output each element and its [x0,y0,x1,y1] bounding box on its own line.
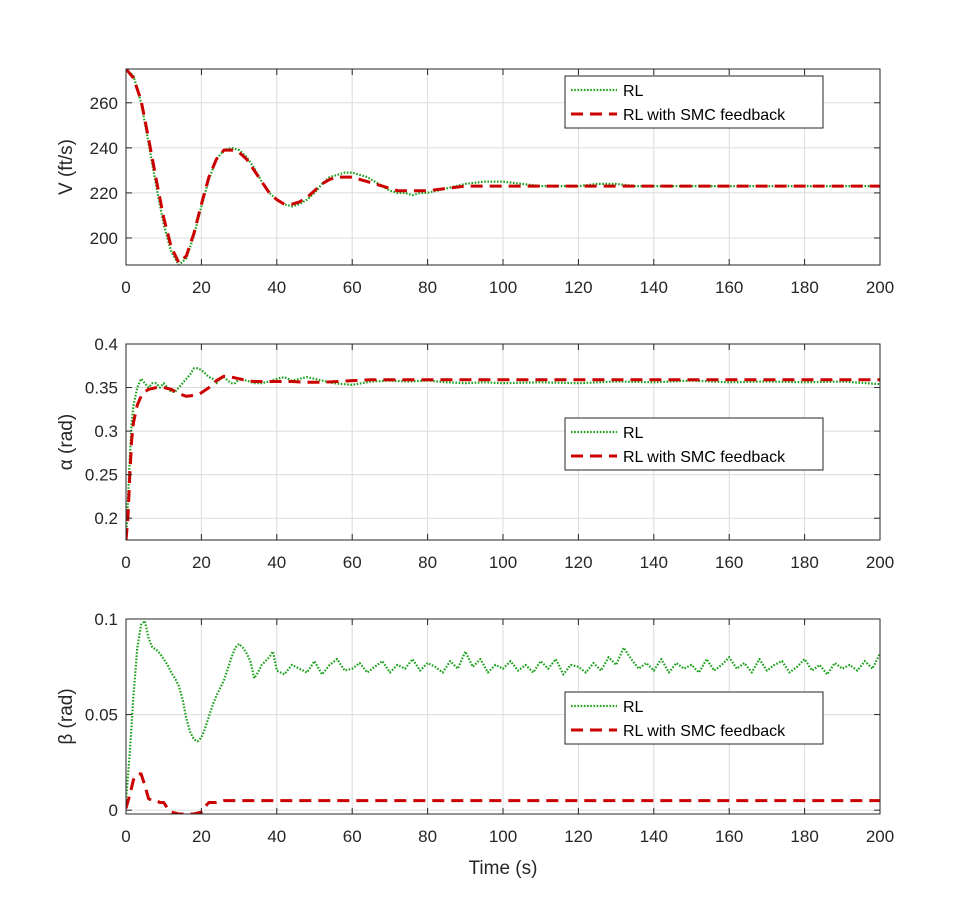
legend-label: RL with SMC feedback [623,449,786,466]
y-tick-label: 220 [90,184,118,203]
series-line-rl [126,367,880,540]
x-tick-label: 200 [866,278,894,297]
legend-label: RL [623,425,644,442]
x-tick-label: 180 [790,553,818,572]
y-tick-label: 200 [90,229,118,248]
x-tick-label: 160 [715,553,743,572]
series-line-rl-smc [126,69,880,265]
legend-box [564,75,824,129]
x-axis-label: Time (s) [469,858,538,879]
series-group [126,619,880,814]
series-line-rl [126,619,880,801]
x-tick-label: 100 [489,553,517,572]
x-tick-label: 120 [564,278,592,297]
x-tick-label: 180 [790,827,818,846]
x-tick-label: 140 [640,278,668,297]
x-tick-label: 20 [192,553,211,572]
y-tick-label: 0.25 [85,466,118,485]
y-tick-label: 0.2 [94,509,118,528]
y-tick-label: 260 [90,94,118,113]
x-tick-label: 20 [192,827,211,846]
legend-label: RL [623,83,644,100]
y-axis-label: β (rad) [56,688,77,744]
x-tick-label: 0 [121,278,130,297]
y-tick-label: 0.35 [85,379,118,398]
x-tick-label: 100 [489,827,517,846]
x-tick-label: 140 [640,553,668,572]
x-tick-label: 160 [715,278,743,297]
x-tick-label: 160 [715,827,743,846]
x-tick-label: 180 [790,278,818,297]
subplot-2: 0 20 40 60 80 100 120 140 160 180 200 0.2 0.25 0.3 0.3… [56,335,894,572]
x-tick-label: 0 [121,827,130,846]
x-tick-label: 140 [640,827,668,846]
x-tick-label: 100 [489,278,517,297]
series-group [126,69,880,265]
series-line-rl [126,69,880,265]
x-tick-label: 200 [866,553,894,572]
y-axis-label: α (rad) [56,414,77,470]
x-tick-label: 60 [343,278,362,297]
y-tick-label: 0.3 [94,422,118,441]
y-tick-label: 240 [90,139,118,158]
legend-label: RL with SMC feedback [623,723,786,740]
x-tick-label: 40 [267,553,286,572]
series-group [126,367,880,540]
subplot-1: 0 20 40 60 80 100 120 140 160 180 200 200 220 240 260 V… [56,68,894,297]
legend: RL RL with SMC feedback [564,691,824,745]
y-tick-label: 0 [109,801,118,820]
y-axis-label: V (ft/s) [56,139,77,195]
x-tick-label: 20 [192,278,211,297]
y-tick-label: 0.05 [85,706,118,725]
subplot-3: 0 20 40 60 80 100 120 140 160 180 200 0 0.05 0.1 β (ra… [56,610,894,879]
x-tick-label: 80 [418,553,437,572]
x-tick-label: 60 [343,553,362,572]
x-tick-label: 40 [267,827,286,846]
legend-box [564,417,824,471]
y-tick-label: 0.4 [94,335,118,354]
legend-box [564,691,824,745]
legend-label: RL [623,699,644,716]
legend-label: RL with SMC feedback [623,107,786,124]
x-tick-label: 0 [121,553,130,572]
x-tick-label: 80 [418,278,437,297]
legend: RL RL with SMC feedback [564,417,824,471]
y-tick-label: 0.1 [94,610,118,629]
legend: RL RL with SMC feedback [564,75,824,129]
series-line-rl-smc [126,374,880,540]
x-tick-label: 200 [866,827,894,846]
x-tick-label: 120 [564,553,592,572]
series-line-rl-smc [126,772,880,814]
x-tick-label: 120 [564,827,592,846]
x-tick-label: 80 [418,827,437,846]
x-tick-label: 40 [267,278,286,297]
x-tick-label: 60 [343,827,362,846]
